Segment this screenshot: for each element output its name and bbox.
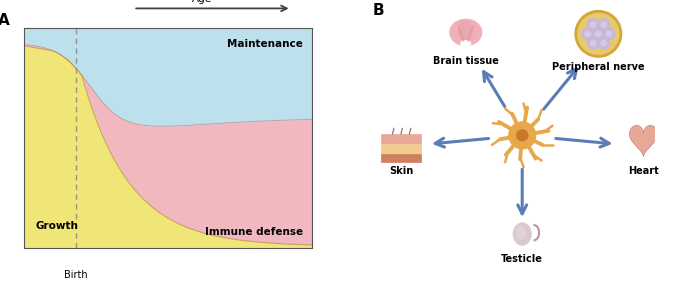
Circle shape [600,21,607,28]
Circle shape [590,21,597,28]
Circle shape [597,18,610,31]
Circle shape [597,37,610,49]
Text: Skin: Skin [389,166,413,176]
Bar [382,154,421,162]
Text: Peripheral nerve: Peripheral nerve [552,62,645,72]
Circle shape [603,28,615,40]
Text: Brain tissue: Brain tissue [433,56,499,66]
Bar [382,134,421,144]
Text: Age: Age [192,0,212,4]
Ellipse shape [513,223,532,245]
Ellipse shape [458,21,473,41]
Circle shape [508,121,536,149]
Circle shape [592,28,605,40]
Ellipse shape [460,40,471,47]
Bar [382,144,421,154]
Circle shape [590,40,597,47]
Text: Heart: Heart [628,166,659,176]
Circle shape [600,40,607,47]
Circle shape [587,37,599,49]
Circle shape [595,30,601,37]
Circle shape [584,30,591,37]
Ellipse shape [515,226,527,240]
Circle shape [516,129,528,142]
Circle shape [606,30,612,37]
Circle shape [587,18,599,31]
Text: Growth: Growth [36,221,78,231]
Text: B: B [373,3,384,18]
Text: Immune defense: Immune defense [205,227,303,237]
Text: Maintenance: Maintenance [227,39,303,49]
Text: Testicle: Testicle [501,254,543,264]
Circle shape [575,10,622,58]
Text: Birth: Birth [64,270,88,280]
Ellipse shape [449,19,482,46]
Polygon shape [630,125,658,157]
Text: A: A [0,13,10,28]
Circle shape [582,28,594,40]
Circle shape [577,13,619,55]
